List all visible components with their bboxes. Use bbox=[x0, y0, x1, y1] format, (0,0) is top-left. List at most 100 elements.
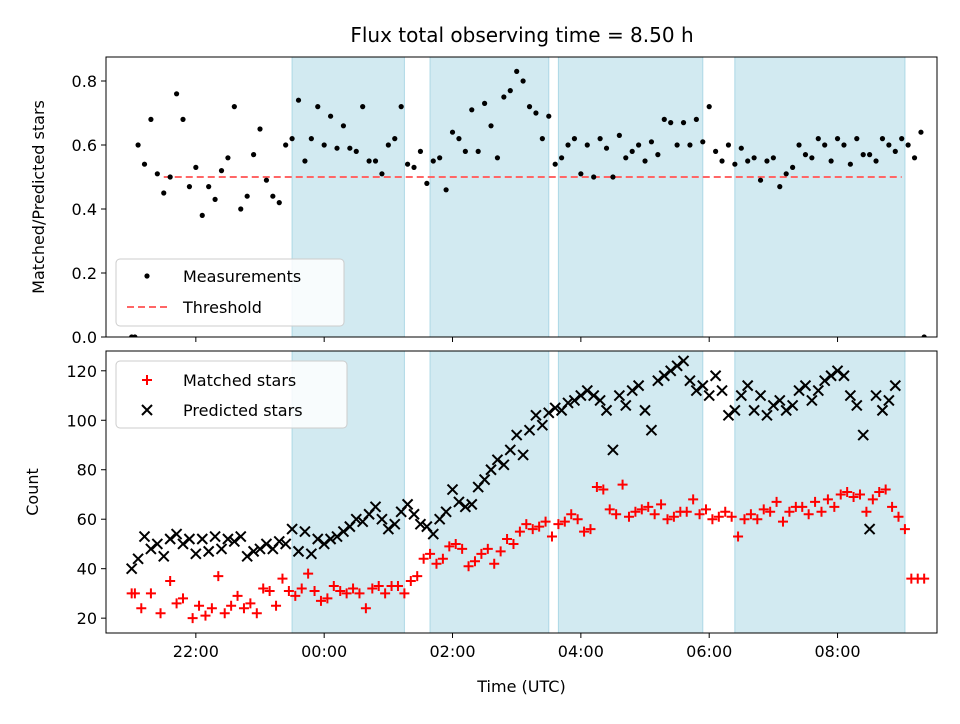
matched-star-point bbox=[662, 514, 673, 525]
predicted-star-point bbox=[645, 424, 658, 436]
matched-star-point bbox=[171, 598, 182, 609]
matched-star-point bbox=[283, 585, 294, 596]
matched-star-point bbox=[649, 509, 660, 520]
predicted-star-point bbox=[735, 389, 747, 402]
predicted-star-point bbox=[408, 508, 420, 520]
matched-star-point bbox=[726, 511, 737, 522]
predicted-star-point bbox=[183, 533, 196, 545]
matched-star-point bbox=[450, 538, 461, 549]
predicted-star-point bbox=[138, 530, 151, 543]
predicted-star-point bbox=[202, 545, 215, 558]
predicted-star-point bbox=[350, 513, 362, 525]
measurement-point bbox=[892, 148, 898, 154]
measurement-point bbox=[154, 171, 160, 177]
measurement-point bbox=[674, 142, 680, 148]
matched-star-point bbox=[739, 514, 750, 525]
measurement-point bbox=[218, 168, 225, 174]
matched-star-point bbox=[277, 573, 288, 584]
predicted-star-point bbox=[132, 553, 144, 565]
predicted-star-point bbox=[857, 429, 869, 441]
measurement-point bbox=[533, 110, 539, 116]
matched-star-point bbox=[514, 526, 525, 537]
matched-star-point bbox=[425, 548, 436, 559]
measurement-point bbox=[790, 164, 796, 170]
predicted-star-point bbox=[299, 525, 311, 538]
predicted-star-point bbox=[825, 370, 837, 382]
legend-box bbox=[115, 258, 345, 327]
predicted-star-point bbox=[729, 404, 741, 417]
measurement-point bbox=[520, 78, 526, 84]
predicted-star-point bbox=[273, 535, 285, 548]
measurement-point bbox=[905, 142, 911, 148]
measurement-point bbox=[321, 142, 327, 148]
matched-star-point bbox=[251, 608, 262, 619]
measurement-point bbox=[347, 145, 353, 151]
legend-measurements-label: Measurements bbox=[183, 267, 301, 286]
matched-star-point bbox=[194, 600, 205, 611]
predicted-star-point bbox=[761, 409, 773, 422]
matched-star-point bbox=[469, 556, 480, 567]
predicted-star-point bbox=[241, 550, 253, 563]
measurement-point bbox=[546, 113, 552, 119]
measurement-point bbox=[392, 136, 398, 142]
measurement-point bbox=[250, 152, 257, 158]
observing-interval-shade bbox=[429, 57, 550, 337]
predicted-star-point bbox=[125, 562, 138, 575]
matched-star-point bbox=[373, 581, 384, 591]
predicted-star-point bbox=[260, 538, 273, 550]
matched-star-point bbox=[777, 516, 788, 527]
predicted-star-point bbox=[517, 449, 529, 461]
matched-star-point bbox=[380, 588, 391, 599]
predicted-star-point bbox=[215, 543, 228, 555]
predicted-star-point bbox=[254, 543, 266, 555]
plot-area bbox=[125, 351, 930, 633]
predicted-star-point bbox=[151, 538, 164, 550]
measurement-point bbox=[526, 104, 533, 110]
measurement-point bbox=[655, 152, 661, 158]
matched-star-point bbox=[476, 548, 487, 559]
matched-star-point bbox=[810, 496, 821, 507]
x-tick-label: 08:00 bbox=[814, 642, 860, 661]
measurement-point bbox=[404, 161, 411, 167]
legend-predicted-marker bbox=[141, 404, 153, 416]
measurement-point bbox=[661, 116, 667, 122]
predicted-star-point bbox=[510, 429, 523, 441]
predicted-star-point bbox=[453, 496, 465, 508]
predicted-star-point bbox=[876, 404, 889, 417]
predicted-star-point bbox=[318, 538, 330, 550]
matched-star-point bbox=[322, 593, 333, 604]
predicted-star-point bbox=[883, 394, 895, 407]
predicted-star-point bbox=[786, 399, 799, 412]
measurement-point bbox=[212, 196, 218, 202]
measurement-point bbox=[738, 145, 744, 151]
measurement-point bbox=[302, 158, 308, 164]
predicted-star-point bbox=[870, 389, 882, 402]
measurement-point bbox=[847, 161, 853, 167]
measurement-point bbox=[822, 142, 828, 148]
measurement-point bbox=[552, 161, 558, 167]
predicted-star-point bbox=[177, 538, 189, 550]
x-axis-label: Time (UTC) bbox=[476, 677, 565, 696]
legend: Measurements Threshold bbox=[115, 258, 345, 327]
measurement-point bbox=[206, 184, 212, 190]
predicted-star-point bbox=[369, 501, 382, 513]
measurement-point bbox=[854, 136, 860, 142]
measurement-point bbox=[283, 142, 289, 148]
measurement-point bbox=[809, 155, 815, 161]
measurement-point bbox=[257, 126, 263, 132]
measurement-point bbox=[366, 158, 372, 164]
measurement-point bbox=[629, 148, 635, 154]
measurement-point bbox=[706, 104, 712, 110]
matched-star-point bbox=[623, 511, 634, 522]
predicted-star-point bbox=[658, 370, 670, 382]
measurement-point bbox=[238, 206, 244, 212]
predicted-star-point bbox=[466, 498, 478, 511]
measurement-point bbox=[719, 158, 725, 164]
measurement-point bbox=[225, 155, 231, 161]
measurement-point bbox=[770, 155, 776, 161]
y-tick-label: 0.6 bbox=[72, 136, 97, 155]
predicted-star-point bbox=[331, 530, 343, 543]
matched-star-point bbox=[546, 531, 557, 542]
predicted-star-point bbox=[286, 523, 298, 535]
measurement-point bbox=[565, 142, 571, 148]
